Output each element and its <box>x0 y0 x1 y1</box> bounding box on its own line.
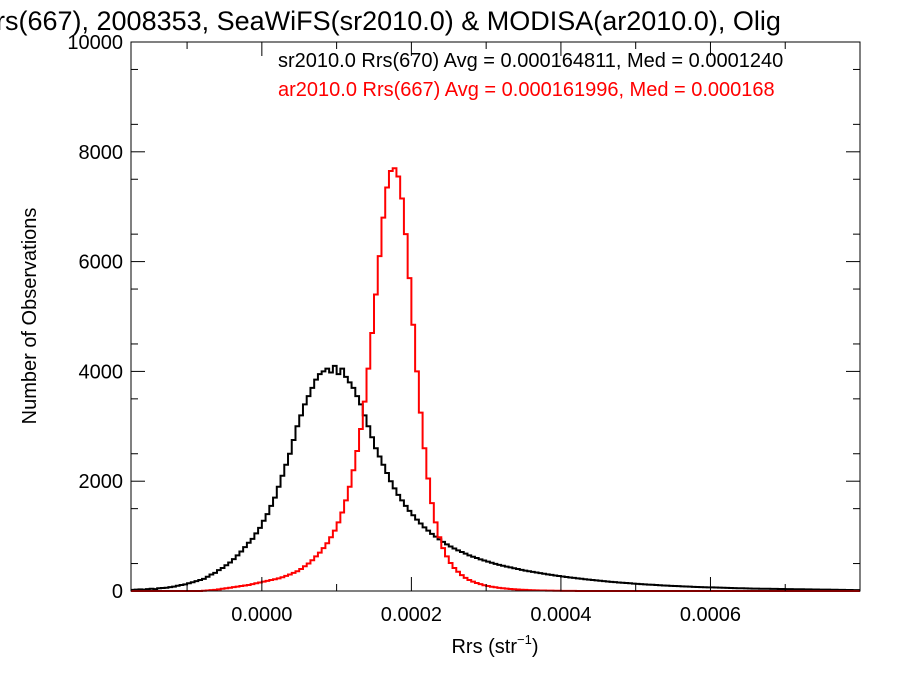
x-axis-label-sup: −1 <box>517 632 532 647</box>
x-axis-label-main: Rrs (str <box>451 636 517 658</box>
histogram-series-1 <box>131 167 860 592</box>
series-layer <box>131 167 860 592</box>
legend-entry-ar2010: ar2010.0 Rrs(667) Avg = 0.000161996, Med… <box>278 79 775 101</box>
x-tick-label: 0.0002 <box>381 604 442 626</box>
y-axis-label: Number of Observations <box>19 208 41 425</box>
chart-title: rs(667), 2008353, SeaWiFS(sr2010.0) & MO… <box>0 6 781 36</box>
x-axis-label-suffix: ) <box>532 636 539 658</box>
legend-entry-sr2010: sr2010.0 Rrs(670) Avg = 0.000164811, Med… <box>278 50 783 72</box>
plot-frame <box>130 41 861 592</box>
x-tick-label: 0.0000 <box>231 604 292 626</box>
ticks-layer: 0 2000 4000 6000 8000 10000 0.0000 0.0002 0.0004… <box>67 32 860 626</box>
x-tick-label: 0.0006 <box>680 604 741 626</box>
y-tick-label: 10000 <box>67 32 123 54</box>
x-tick-label: 0.0004 <box>530 604 591 626</box>
y-tick-label: 6000 <box>79 252 124 274</box>
y-tick-label: 4000 <box>79 361 124 383</box>
x-axis-label: Rrs (str−1) <box>451 632 538 658</box>
y-tick-label: 2000 <box>79 471 124 493</box>
y-tick-label: 0 <box>112 581 123 603</box>
histogram-series-0 <box>131 364 860 592</box>
y-tick-label: 8000 <box>79 142 124 164</box>
